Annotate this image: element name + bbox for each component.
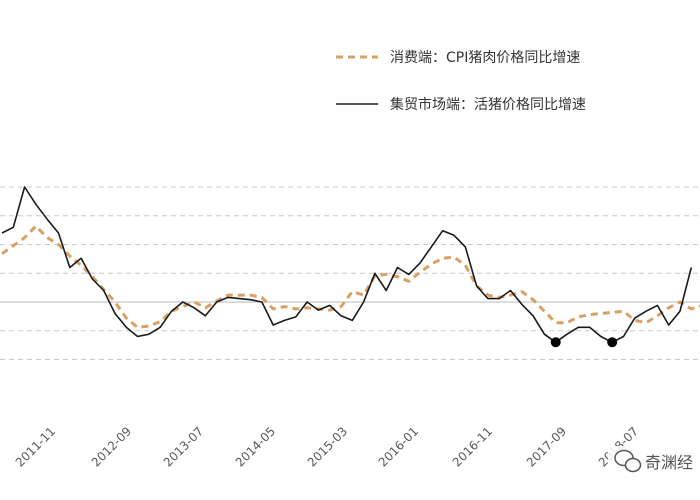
series-line-cpi [1, 224, 700, 329]
x-tick-label: 2014-05 [233, 424, 278, 469]
legend-label-cpi: 消费端：CPI猪肉价格同比增速 [390, 50, 580, 66]
x-tick-labels: 2011-11 2012-09 2013-07 2014-05 2015-03 2016-… [13, 424, 641, 469]
series-marker-point [607, 337, 618, 348]
x-tick-label: 2017-09 [524, 424, 569, 469]
legend: 消费端：CPI猪肉价格同比增速 集贸市场端：活猪价格同比增速 [336, 50, 586, 113]
legend-label-market: 集贸市场端：活猪价格同比增速 [390, 96, 586, 113]
series-marker-point [550, 337, 561, 348]
series-markers [550, 337, 618, 348]
x-tick-label: 2013-07 [161, 424, 206, 469]
watermark: 奇渊经 [608, 446, 700, 476]
wechat-bubble-icon [614, 449, 642, 473]
series-lines [1, 186, 700, 344]
series-line-market [1, 186, 693, 344]
x-tick-label: 2011-11 [13, 424, 58, 469]
watermark-text: 奇渊经 [645, 453, 693, 472]
gridlines [0, 186, 700, 360]
x-tick-label: 2016-11 [450, 424, 495, 469]
x-tick-label: 2012-09 [89, 424, 134, 469]
x-tick-label: 2016-01 [376, 424, 421, 469]
x-tick-label: 2015-03 [305, 424, 350, 469]
